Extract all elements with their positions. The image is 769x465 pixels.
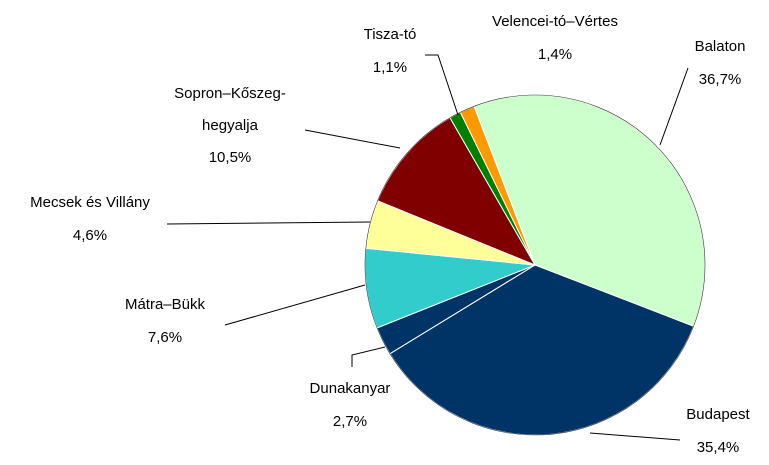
slice-label: Mátra–Bükk 7,6% <box>95 288 235 354</box>
value-label: 10,5% <box>208 149 252 166</box>
category-name: Dunakanyar <box>309 380 391 397</box>
category-name: Balaton <box>694 38 746 55</box>
value-label: 1,4% <box>537 46 573 63</box>
category-name: Budapest <box>686 406 750 423</box>
leader-line <box>351 346 386 367</box>
slice-label: Velencei-tó–Vértes 1,4% <box>465 5 645 71</box>
slice-label: Mecsek és Villány 4,6% <box>0 186 190 252</box>
leader-line <box>166 221 371 225</box>
leader-line <box>425 54 459 116</box>
slice-label: Sopron–Kőszeg-hegyalja 10,5% <box>170 78 290 174</box>
leader-line <box>304 129 401 149</box>
category-name: Sopron–Kőszeg-hegyalja <box>174 85 286 134</box>
category-name: Mecsek és Villány <box>30 194 150 211</box>
slice-label: Dunakanyar 2,7% <box>290 372 410 438</box>
value-label: 1,1% <box>372 59 408 76</box>
value-label: 36,7% <box>698 71 742 88</box>
leader-line <box>659 67 689 146</box>
category-name: Tisza-tó <box>363 26 417 43</box>
category-name: Mátra–Bükk <box>124 296 206 313</box>
value-label: 7,6% <box>147 329 183 346</box>
category-name: Velencei-tó–Vértes <box>492 13 618 30</box>
leader-line <box>589 432 681 441</box>
slice-label: Budapest 35,4% <box>668 398 768 464</box>
pie-outline <box>364 94 706 436</box>
slice-label: Balaton 36,7% <box>640 30 769 96</box>
leader-line <box>224 284 366 326</box>
slice-label: Tisza-tó 1,1% <box>340 18 440 84</box>
value-label: 35,4% <box>696 439 740 456</box>
value-label: 4,6% <box>72 227 108 244</box>
value-label: 2,7% <box>332 413 368 430</box>
